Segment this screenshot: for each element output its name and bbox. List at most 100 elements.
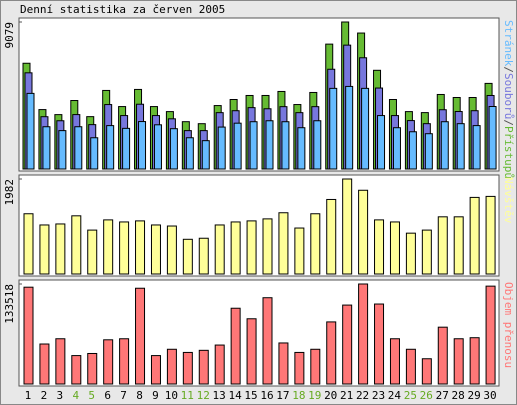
bar bbox=[217, 126, 226, 170]
chart-title: Denní statistika za červen 2005 bbox=[20, 3, 225, 16]
bar bbox=[485, 195, 496, 275]
legend-separator: / bbox=[502, 66, 515, 73]
bar bbox=[198, 237, 209, 275]
bar bbox=[138, 121, 147, 170]
bar bbox=[103, 219, 114, 275]
panel bbox=[18, 17, 500, 172]
bar bbox=[182, 238, 193, 275]
bar bbox=[39, 343, 50, 385]
bar bbox=[249, 121, 258, 170]
bar bbox=[198, 349, 209, 385]
x-tick-label: 20 bbox=[324, 389, 337, 402]
legend-entry: Objem přenosu bbox=[502, 282, 515, 368]
x-tick-label: 12 bbox=[197, 389, 210, 402]
bar bbox=[153, 124, 162, 170]
x-tick-label: 18 bbox=[292, 389, 305, 402]
bar bbox=[421, 358, 432, 385]
bar bbox=[437, 216, 448, 275]
bar bbox=[310, 213, 321, 275]
x-tick-label: 2 bbox=[41, 389, 48, 402]
legend-entry: Souborů bbox=[502, 73, 515, 119]
bar bbox=[297, 127, 306, 170]
bar bbox=[358, 283, 369, 385]
x-tick-label: 15 bbox=[244, 389, 257, 402]
bar bbox=[122, 127, 131, 170]
bar bbox=[23, 213, 34, 275]
bar bbox=[169, 128, 178, 170]
bar bbox=[421, 229, 432, 275]
bar bbox=[456, 123, 465, 170]
bar bbox=[278, 342, 289, 385]
bar bbox=[294, 351, 305, 385]
bar bbox=[71, 355, 82, 385]
bar bbox=[55, 338, 66, 385]
bar bbox=[488, 106, 497, 170]
bar bbox=[278, 212, 289, 275]
bar bbox=[440, 121, 449, 170]
bar bbox=[74, 126, 83, 170]
bar bbox=[201, 140, 210, 170]
bar bbox=[23, 286, 34, 385]
legend: Objem přenosu bbox=[502, 282, 515, 368]
bar bbox=[342, 304, 353, 385]
x-tick-label: 10 bbox=[165, 389, 178, 402]
bar bbox=[182, 351, 193, 385]
bar bbox=[469, 337, 480, 385]
bar bbox=[326, 321, 337, 385]
x-tick-label: 7 bbox=[120, 389, 127, 402]
bar bbox=[58, 130, 67, 170]
bar bbox=[389, 221, 400, 275]
bar bbox=[265, 120, 274, 170]
bar bbox=[135, 220, 146, 275]
bar bbox=[26, 92, 35, 170]
bar bbox=[313, 120, 322, 170]
bar bbox=[103, 339, 114, 385]
bar bbox=[294, 227, 305, 275]
bar bbox=[39, 224, 50, 275]
x-tick-label: 9 bbox=[152, 389, 159, 402]
bar bbox=[374, 219, 385, 275]
x-tick-label: 5 bbox=[88, 389, 95, 402]
x-tick-label: 28 bbox=[452, 389, 465, 402]
bar bbox=[106, 125, 115, 170]
bar bbox=[310, 348, 321, 385]
bar bbox=[485, 285, 496, 385]
x-tick-label: 8 bbox=[136, 389, 143, 402]
bar bbox=[87, 229, 98, 275]
bar bbox=[342, 178, 353, 275]
legend: Návštěv bbox=[502, 177, 515, 224]
bar bbox=[150, 224, 161, 275]
x-tick-label: 24 bbox=[388, 389, 402, 402]
bar bbox=[42, 126, 51, 170]
bar bbox=[453, 216, 464, 275]
x-tick-label: 26 bbox=[420, 389, 433, 402]
bar bbox=[185, 137, 194, 170]
x-tick-label: 4 bbox=[72, 389, 79, 402]
bar bbox=[233, 122, 242, 170]
x-tick-label: 29 bbox=[467, 389, 480, 402]
bar bbox=[361, 87, 370, 170]
bar bbox=[281, 121, 290, 170]
bar bbox=[389, 338, 400, 385]
legend-separator: / bbox=[502, 119, 515, 126]
panel bbox=[18, 174, 500, 277]
bar bbox=[374, 303, 385, 385]
bar bbox=[345, 85, 354, 170]
bar bbox=[358, 189, 369, 275]
y-tick-label: 133518 bbox=[3, 284, 16, 324]
bar bbox=[230, 221, 241, 275]
bar bbox=[119, 221, 130, 275]
x-tick-label: 23 bbox=[372, 389, 385, 402]
legend-entry: Návštěv bbox=[502, 177, 515, 224]
y-tick-label: 1982 bbox=[3, 179, 16, 206]
x-tick-label: 17 bbox=[276, 389, 289, 402]
bar bbox=[437, 326, 448, 385]
x-tick-label: 16 bbox=[260, 389, 273, 402]
bar bbox=[326, 198, 337, 275]
bar bbox=[166, 348, 177, 385]
bar bbox=[262, 297, 273, 385]
bar bbox=[405, 232, 416, 275]
bar bbox=[150, 355, 161, 385]
legend: Stránek/Souborů/Přístupů bbox=[502, 20, 515, 179]
